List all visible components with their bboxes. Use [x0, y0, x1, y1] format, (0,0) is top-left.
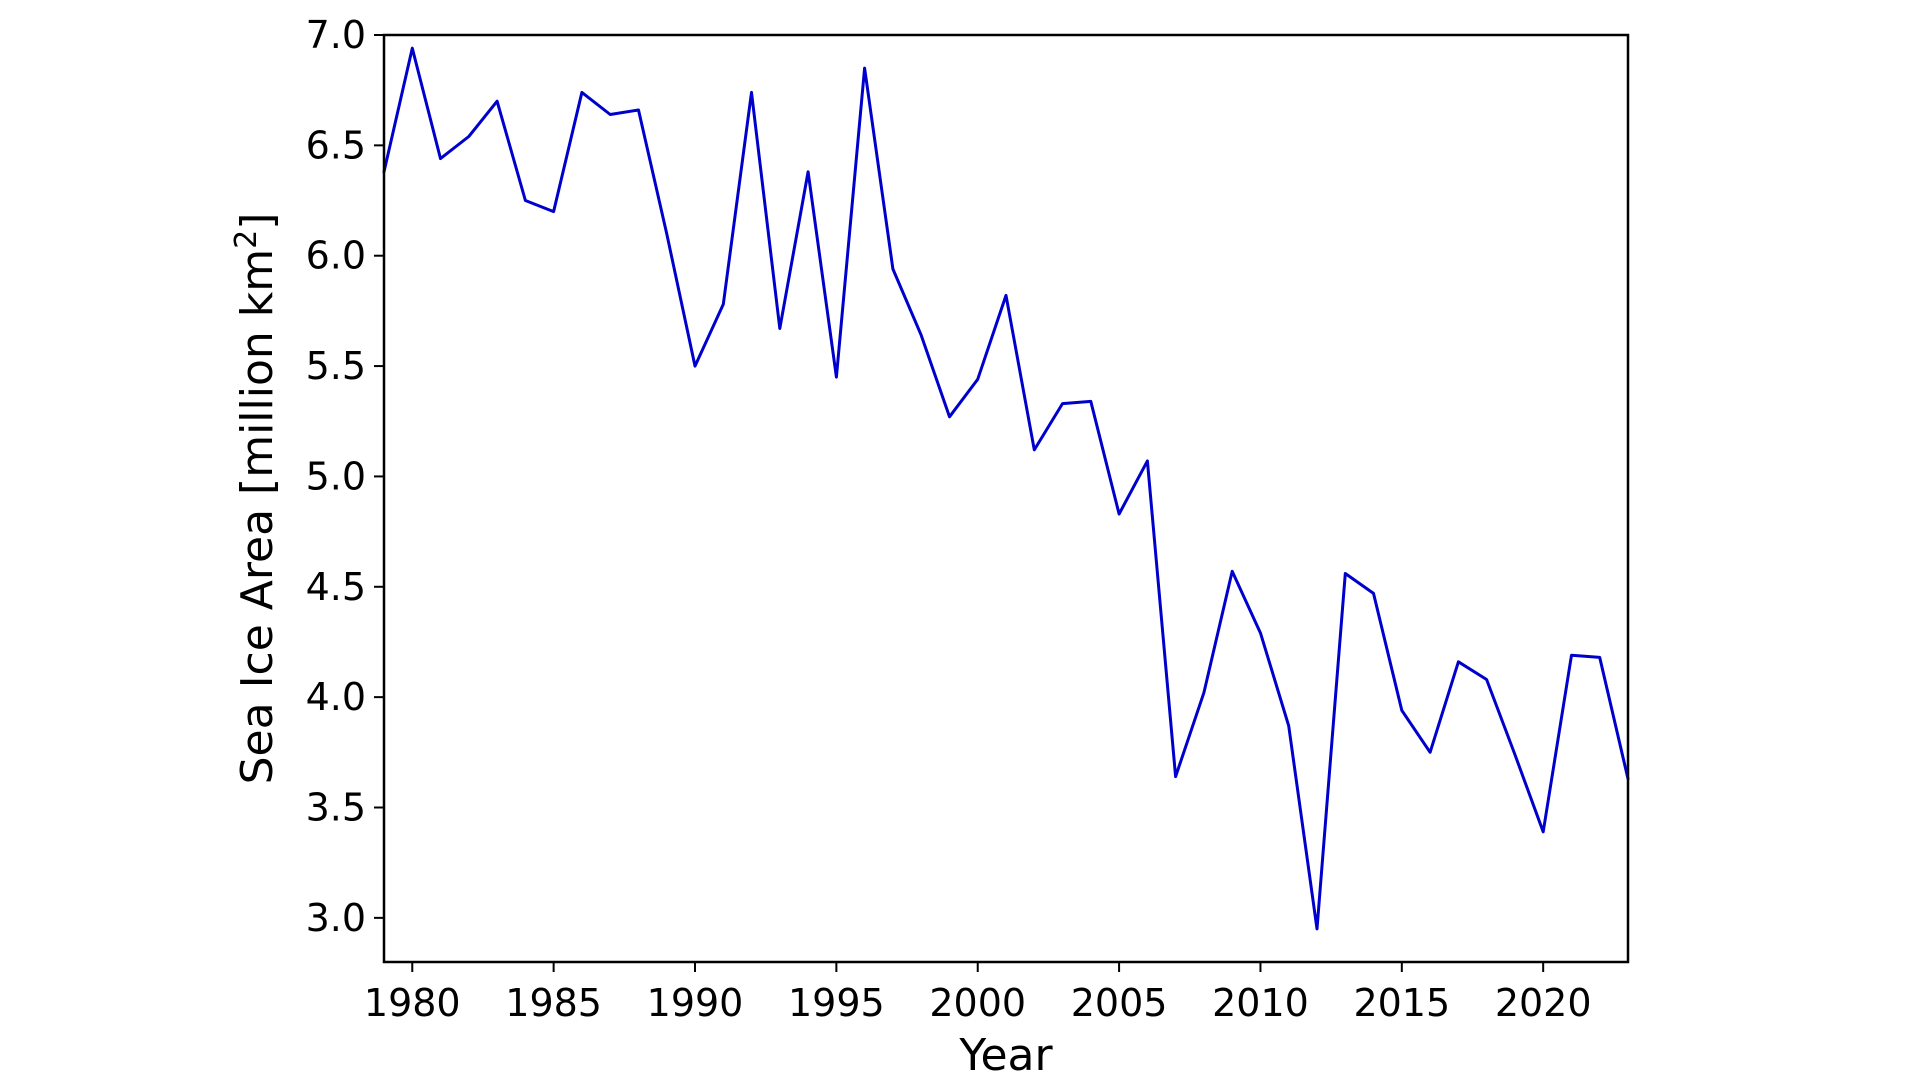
y-tick-label: 6.0 — [306, 234, 366, 278]
x-tick-label: 1980 — [364, 981, 461, 1025]
y-tick-label: 4.5 — [306, 565, 366, 609]
x-axis-label: Year — [958, 1030, 1053, 1080]
y-axis-label: Sea Ice Area [million km2] — [229, 213, 283, 785]
y-tick-label: 7.0 — [306, 13, 366, 57]
x-tick-label: 1985 — [505, 981, 602, 1025]
y-tick-label: 3.0 — [306, 896, 366, 940]
x-tick-label: 2000 — [929, 981, 1026, 1025]
y-tick-label: 3.5 — [306, 786, 366, 830]
x-tick-label: 2010 — [1212, 981, 1309, 1025]
plot-border — [382, 33, 1630, 964]
x-tick-label: 2005 — [1071, 981, 1168, 1025]
y-tick-label: 5.5 — [306, 344, 366, 388]
x-tick-label: 2015 — [1353, 981, 1450, 1025]
y-tick-label: 4.0 — [306, 675, 366, 719]
x-tick-label: 2020 — [1495, 981, 1592, 1025]
x-tick-label: 1990 — [647, 981, 744, 1025]
x-tick-label: 1995 — [788, 981, 885, 1025]
y-tick-label: 6.5 — [306, 123, 366, 167]
y-tick-label: 5.0 — [306, 454, 366, 498]
sea-ice-area-line — [382, 46, 1630, 931]
